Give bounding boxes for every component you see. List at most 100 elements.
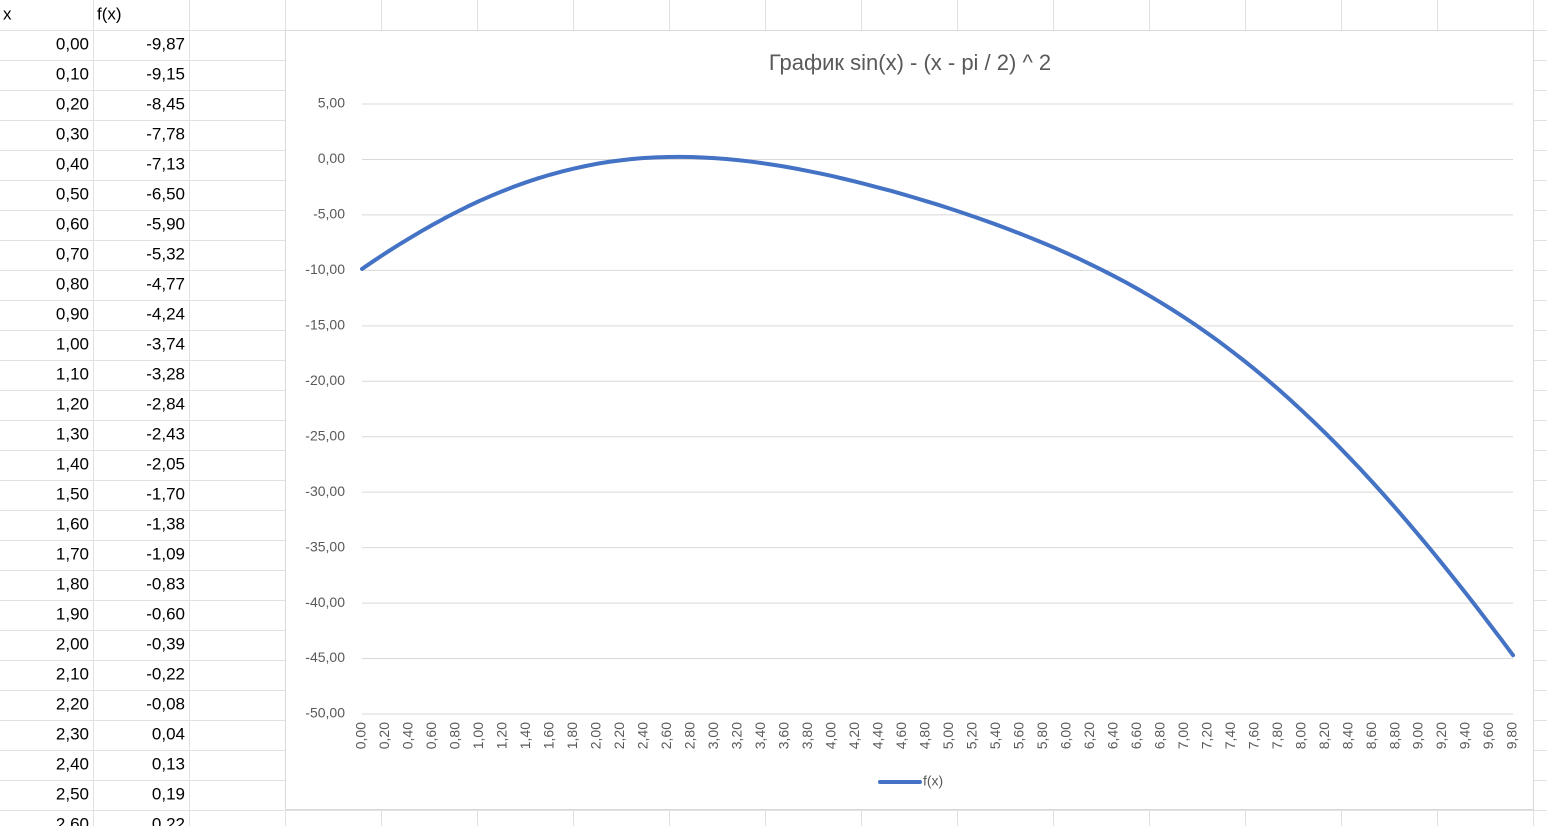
cell-value[interactable]: 1,10	[56, 364, 89, 383]
x-tick-label: 6,40	[1104, 722, 1120, 749]
x-tick-label: 8,80	[1386, 722, 1402, 749]
x-tick-label: 9,80	[1504, 722, 1520, 749]
y-tick-label: -10,00	[305, 261, 345, 277]
column-header[interactable]: x	[3, 4, 12, 23]
cell-value[interactable]: 0,70	[56, 244, 89, 263]
y-tick-label: -50,00	[305, 705, 345, 721]
x-tick-label: 2,20	[611, 722, 627, 749]
x-tick-label: 3,20	[729, 722, 745, 749]
cell-value[interactable]: 0,00	[56, 34, 89, 53]
cell-value[interactable]: 0,40	[56, 154, 89, 173]
cell-value[interactable]: 0,04	[152, 724, 185, 743]
x-tick-label: 0,80	[447, 722, 463, 749]
cell-value[interactable]: 1,30	[56, 424, 89, 443]
x-tick-label: 3,00	[705, 722, 721, 749]
cell-value[interactable]: -0,08	[146, 694, 185, 713]
cell-value[interactable]: -1,38	[146, 514, 185, 533]
x-tick-label: 1,40	[517, 722, 533, 749]
cell-value[interactable]: 2,40	[56, 754, 89, 773]
cell-value[interactable]: 1,50	[56, 484, 89, 503]
cell-value[interactable]: 0,22	[152, 814, 185, 831]
cell-value[interactable]: 2,30	[56, 724, 89, 743]
cell-value[interactable]: -9,87	[146, 34, 185, 53]
cell-value[interactable]: 0,30	[56, 124, 89, 143]
cell-value[interactable]: 0,10	[56, 64, 89, 83]
cell-value[interactable]: 0,20	[56, 94, 89, 113]
cell-value[interactable]: 1,20	[56, 394, 89, 413]
cell-value[interactable]: -5,32	[146, 244, 185, 263]
x-tick-label: 2,00	[588, 722, 604, 749]
cell-value[interactable]: -7,78	[146, 124, 185, 143]
cell-value[interactable]: -8,45	[146, 94, 185, 113]
x-tick-label: 9,60	[1480, 722, 1496, 749]
cell-value[interactable]: 1,60	[56, 514, 89, 533]
y-tick-label: 0,00	[318, 150, 345, 166]
column-header[interactable]: f(x)	[97, 4, 122, 23]
x-tick-label: 7,80	[1269, 722, 1285, 749]
cell-value[interactable]: -9,15	[146, 64, 185, 83]
cell-value[interactable]: 2,20	[56, 694, 89, 713]
cell-value[interactable]: 1,40	[56, 454, 89, 473]
cell-value[interactable]: -0,60	[146, 604, 185, 623]
cell-value[interactable]: 2,50	[56, 784, 89, 803]
cell-value[interactable]: -5,90	[146, 214, 185, 233]
cell-value[interactable]: 0,90	[56, 304, 89, 323]
x-tick-label: 0,20	[376, 722, 392, 749]
y-tick-label: -25,00	[305, 427, 345, 443]
x-tick-label: 1,80	[564, 722, 580, 749]
x-tick-label: 9,40	[1457, 722, 1473, 749]
cell-value[interactable]: -3,74	[146, 334, 185, 353]
cell-value[interactable]: -3,28	[146, 364, 185, 383]
cell-value[interactable]: 0,50	[56, 184, 89, 203]
x-tick-label: 2,60	[658, 722, 674, 749]
cell-value[interactable]: -0,39	[146, 634, 185, 653]
x-tick-label: 4,80	[916, 722, 932, 749]
cell-value[interactable]: -1,09	[146, 544, 185, 563]
x-tick-label: 1,60	[541, 722, 557, 749]
cell-value[interactable]: 2,00	[56, 634, 89, 653]
x-tick-label: 2,80	[682, 722, 698, 749]
cell-value[interactable]: -7,13	[146, 154, 185, 173]
cell-value[interactable]: 0,80	[56, 274, 89, 293]
x-tick-label: 5,00	[940, 722, 956, 749]
cell-value[interactable]: 0,19	[152, 784, 185, 803]
cell-value[interactable]: 1,00	[56, 334, 89, 353]
x-tick-label: 4,00	[822, 722, 838, 749]
cell-value[interactable]: -1,70	[146, 484, 185, 503]
y-tick-label: -30,00	[305, 483, 345, 499]
cell-value[interactable]: -4,77	[146, 274, 185, 293]
cell-value[interactable]: -6,50	[146, 184, 185, 203]
cell-value[interactable]: 2,60	[56, 814, 89, 831]
cell-value[interactable]: 2,10	[56, 664, 89, 683]
cell-value[interactable]: 1,80	[56, 574, 89, 593]
cell-value[interactable]: -2,05	[146, 454, 185, 473]
x-tick-label: 0,60	[423, 722, 439, 749]
x-tick-label: 8,20	[1316, 722, 1332, 749]
cell-value[interactable]: -2,84	[146, 394, 185, 413]
chart: График sin(x) - (x - pi / 2) ^ 2 5,00 0,0…	[305, 50, 1519, 789]
cell-value[interactable]: -0,22	[146, 664, 185, 683]
x-tick-label: 1,00	[470, 722, 486, 749]
x-tick-label: 0,00	[353, 722, 369, 749]
y-tick-label: -45,00	[305, 649, 345, 665]
cell-value[interactable]: 1,70	[56, 544, 89, 563]
cell-value[interactable]: 0,13	[152, 754, 185, 773]
cell-value[interactable]: -4,24	[146, 304, 185, 323]
x-tick-label: 8,60	[1363, 722, 1379, 749]
x-tick-label: 5,80	[1034, 722, 1050, 749]
x-tick-label: 4,20	[846, 722, 862, 749]
y-tick-label: 5,00	[318, 95, 345, 111]
x-tick-label: 6,60	[1128, 722, 1144, 749]
x-tick-label: 7,00	[1175, 722, 1191, 749]
chart-title: График sin(x) - (x - pi / 2) ^ 2	[769, 50, 1051, 75]
cell-value[interactable]: 0,60	[56, 214, 89, 233]
x-tick-label: 7,60	[1245, 722, 1261, 749]
x-tick-label: 1,20	[494, 722, 510, 749]
chart-area[interactable]	[285, 30, 1534, 810]
cell-value[interactable]: -0,83	[146, 574, 185, 593]
x-tick-label: 4,60	[893, 722, 909, 749]
cell-value[interactable]: -2,43	[146, 424, 185, 443]
x-tick-label: 7,20	[1198, 722, 1214, 749]
cell-value[interactable]: 1,90	[56, 604, 89, 623]
